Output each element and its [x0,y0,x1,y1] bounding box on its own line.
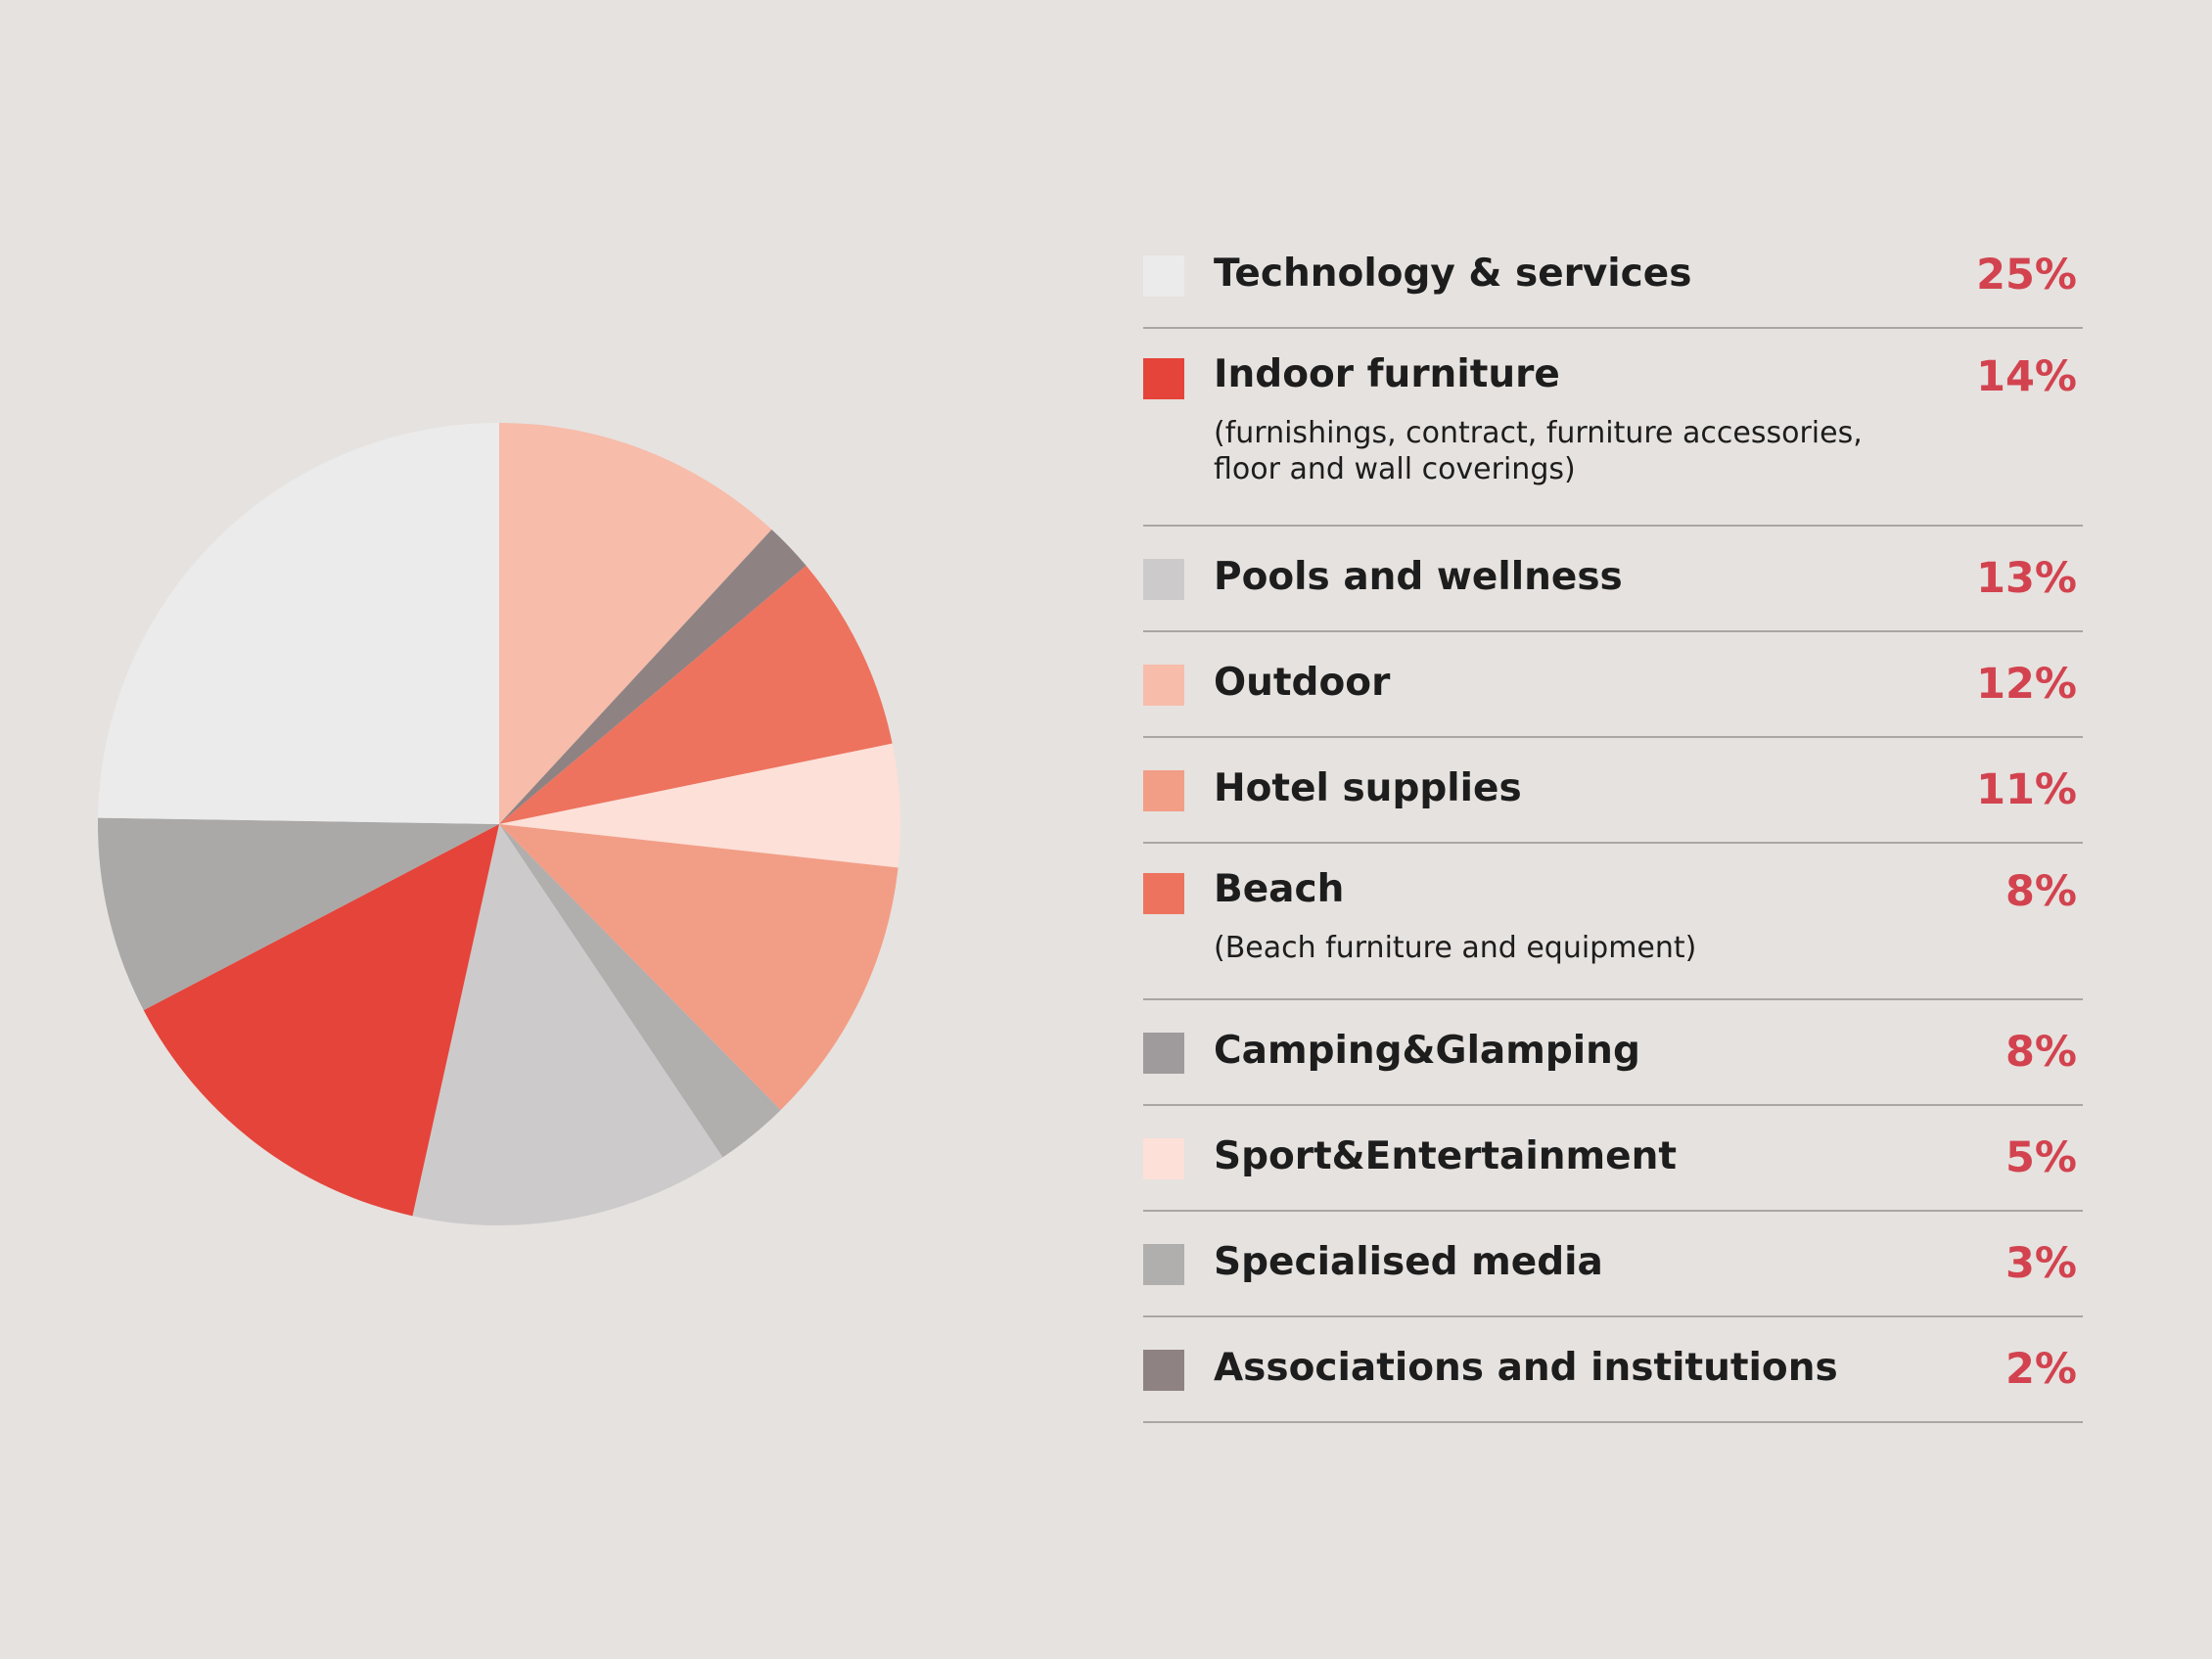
legend-swatch [1143,255,1184,297]
legend-percentage: 8% [2005,1028,2077,1077]
pie-slice-hotel-supplies [499,824,899,1111]
legend-swatch [1143,1033,1184,1074]
legend-percentage: 13% [1976,554,2077,603]
legend-label: Camping&Glamping [1214,1029,1640,1073]
legend-item-indoor-furniture: Indoor furniture (furnishings, contract, … [1143,329,2083,527]
legend-item-pools-and-wellness: Pools and wellness 13% [1143,527,2083,632]
legend-percentage: 11% [1976,765,2077,814]
legend-label: Technology & services [1214,252,1692,296]
pie-slice-specialised-media [499,824,781,1158]
legend-note: (Beach furniture and equipment) [1214,931,1697,965]
legend-label: Indoor furniture [1214,352,1560,396]
legend-swatch [1143,559,1184,600]
pie-slice-pools-and-wellness [412,824,723,1226]
legend-label: Hotel supplies [1214,766,1522,810]
legend-percentage: 12% [1976,660,2077,709]
legend-label: Outdoor [1214,661,1391,705]
legend-item-outdoor: Outdoor 12% [1143,632,2083,738]
legend-swatch [1143,358,1184,399]
pie-slice-outdoor [499,423,772,824]
legend-percentage: 3% [2005,1239,2077,1288]
legend-swatch [1143,873,1184,914]
legend-swatch [1143,1244,1184,1285]
legend-item-specialised-media: Specialised media 3% [1143,1212,2083,1317]
legend-note: (furnishings, contract, furniture access… [1214,416,1863,486]
legend-swatch [1143,1350,1184,1391]
legend-label: Beach [1214,867,1345,911]
pie-slice-beach [499,565,893,824]
legend-item-beach: Beach (Beach furniture and equipment) 8% [1143,844,2083,1000]
legend-item-hotel-supplies: Hotel supplies 11% [1143,738,2083,844]
legend-swatch [1143,665,1184,706]
legend-percentage: 5% [2005,1133,2077,1182]
pie-slice-sport-entertainment [499,743,900,868]
legend-label: Associations and institutions [1214,1346,1838,1390]
legend-item-camping-glamping: Camping&Glamping 8% [1143,1000,2083,1106]
legend-label: Pools and wellness [1214,555,1623,599]
pie-slice-technology-services [98,423,500,824]
legend-item-sport-entertainment: Sport&Entertainment 5% [1143,1106,2083,1212]
legend-percentage: 2% [2005,1345,2077,1394]
pie-slice-camping-glamping [98,817,499,1011]
legend-percentage: 25% [1976,251,2077,300]
pie-slice-indoor-furniture [143,824,500,1217]
legend-label: Specialised media [1214,1240,1603,1284]
legend-percentage: 8% [2005,867,2077,916]
legend-swatch [1143,770,1184,811]
pie-slice-associations-and-institutions [499,530,806,824]
legend: Technology & services 25% Indoor furniture… [1143,233,2083,1423]
legend-item-technology-services: Technology & services 25% [1143,223,2083,329]
legend-item-associations-and-institutions: Associations and institutions 2% [1143,1317,2083,1423]
legend-percentage: 14% [1976,352,2077,401]
legend-label: Sport&Entertainment [1214,1134,1678,1178]
legend-swatch [1143,1138,1184,1179]
